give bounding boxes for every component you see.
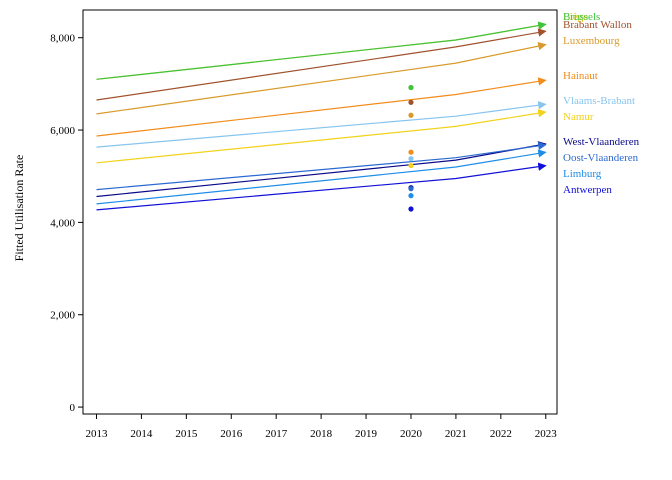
series-line (96, 21, 547, 80)
series-label: Limburg (563, 168, 602, 180)
x-tick-label: 2020 (400, 428, 423, 440)
x-tick-label: 2019 (355, 428, 378, 440)
data-point (408, 156, 414, 162)
x-tick-label: 2022 (490, 428, 512, 440)
series-line (96, 141, 547, 191)
series-label: Namur (563, 111, 594, 123)
x-tick-label: 2014 (130, 428, 153, 440)
series-label: Liège (563, 11, 588, 23)
y-tick-label: 4,000 (50, 217, 75, 229)
x-tick-label: 2018 (310, 428, 333, 440)
series-label: Luxembourg (563, 35, 620, 47)
series-label: Oost-Vlaanderen (563, 152, 639, 164)
series-label: Brabant Wallon (563, 19, 632, 31)
series-line (96, 109, 547, 164)
series-lines (96, 21, 547, 211)
data-point (408, 112, 414, 118)
y-tick-label: 8,000 (50, 33, 75, 45)
data-point (408, 84, 414, 91)
plot-border (82, 9, 558, 415)
series-line (96, 149, 547, 205)
x-tick-label: 2016 (220, 428, 243, 440)
y-axis-title: Fitted Utilisation Rate (12, 155, 26, 262)
data-point (408, 162, 414, 169)
series-label: Vlaams-Brabant (563, 95, 635, 107)
series-label: Brussels (563, 11, 600, 23)
x-tick-label: 2017 (265, 428, 288, 440)
series-line (96, 77, 547, 137)
y-tick-label: 2,000 (50, 310, 75, 322)
series-line (96, 42, 547, 115)
data-point (408, 193, 414, 199)
x-tick-label: 2021 (445, 428, 467, 440)
y-axis: 0 2,000 4,000 6,000 8,000 (50, 33, 83, 414)
series-line (96, 101, 547, 148)
y-tick-label: 6,000 (50, 125, 75, 137)
x-tick-label: 2023 (535, 428, 558, 440)
series-line (96, 28, 547, 101)
plot-frame (82, 9, 558, 415)
x-tick-label: 2015 (175, 428, 198, 440)
data-point (408, 99, 414, 105)
series-line (96, 21, 547, 80)
data-point (408, 149, 414, 155)
series-label: West-Vlaanderen (563, 136, 640, 148)
data-point (408, 186, 414, 192)
data-point (408, 206, 414, 212)
x-tick-label: 2013 (85, 428, 108, 440)
x-axis: 2013 2014 2015 2016 2017 2018 2019 2020 2021 2022… (85, 414, 557, 440)
y-tick-label: 0 (70, 402, 76, 414)
series-2020-points (408, 84, 414, 212)
series-label: Antwerpen (563, 184, 612, 196)
series-label: Hainaut (563, 70, 598, 82)
series-line (96, 162, 547, 211)
